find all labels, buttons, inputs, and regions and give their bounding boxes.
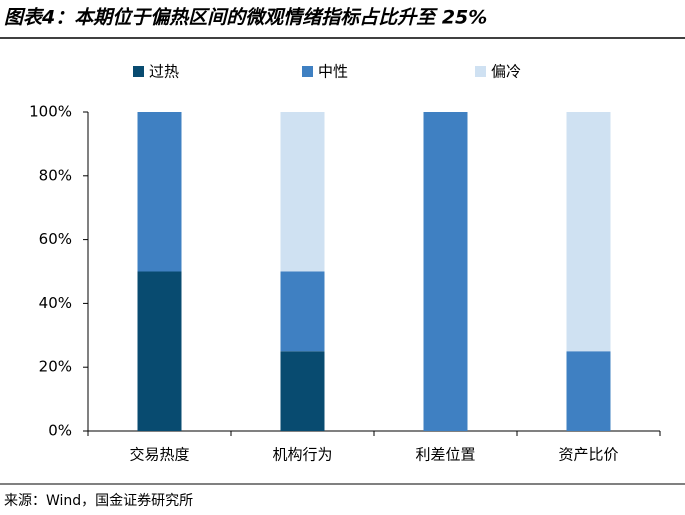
legend-swatch [302, 66, 313, 77]
chart-title: 图表4：本期位于偏热区间的微观情绪指标占比升至 25% [4, 7, 487, 29]
bar-segment [137, 271, 182, 431]
legend-swatch [133, 66, 144, 77]
x-tick-label: 利差位置 [415, 446, 475, 464]
y-tick-label: 40% [39, 294, 72, 312]
source: 来源：Wind，国金证券研究所 [4, 493, 193, 509]
y-tick-label: 100% [29, 103, 72, 121]
legend-label: 过热 [149, 63, 179, 81]
y-tick-label: 80% [39, 166, 72, 184]
bar-segment [280, 112, 325, 272]
bar-segment [566, 351, 611, 431]
bar-segment [566, 112, 611, 352]
x-tick-label: 资产比价 [558, 446, 618, 464]
y-tick-label: 0% [48, 422, 72, 440]
bar-segment [280, 351, 325, 431]
y-tick-label: 60% [39, 230, 72, 248]
legend-swatch [475, 66, 486, 77]
bar-segment [137, 112, 182, 272]
x-tick-label: 机构行为 [272, 446, 332, 464]
y-tick-label: 20% [39, 358, 72, 376]
bar-segment [423, 112, 468, 431]
bar-segment [280, 271, 325, 352]
legend-label: 中性 [318, 63, 348, 81]
legend-label: 偏冷 [491, 63, 521, 81]
x-tick-label: 交易热度 [129, 446, 189, 464]
